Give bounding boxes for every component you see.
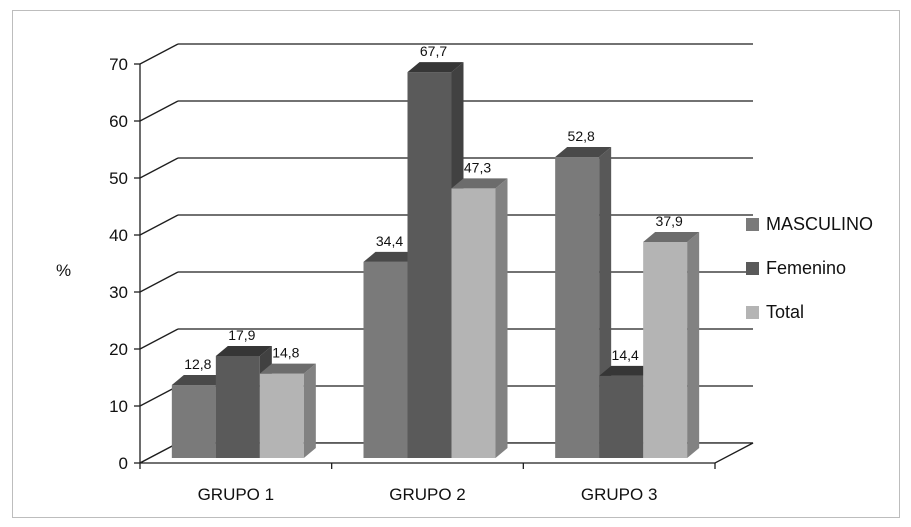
axes: 0 10 20 30 40 50 60 70 GRUPO 1 GRUPO 2 GRUPO 3 [109, 55, 716, 504]
data-label: 52,8 [568, 128, 595, 144]
x-tick-label: GRUPO 2 [389, 485, 466, 504]
gridline-depth [139, 328, 179, 350]
y-tick-label: 60 [109, 112, 128, 131]
legend: MASCULINO Femenino Total [746, 214, 873, 322]
data-label: 14,4 [612, 347, 639, 363]
legend-entry: MASCULINO [766, 214, 873, 234]
y-tick-label: 20 [109, 340, 128, 359]
legend-swatch [746, 218, 759, 231]
legend-swatch [746, 306, 759, 319]
y-tick-label: 10 [109, 397, 128, 416]
data-label: 47,3 [464, 159, 491, 175]
bar [259, 363, 316, 458]
legend-swatch [746, 262, 759, 275]
x-tick-label: GRUPO 1 [198, 485, 275, 504]
gridline-depth [139, 100, 179, 122]
data-label: 67,7 [420, 43, 447, 59]
bar [643, 231, 700, 458]
data-label: 34,4 [376, 233, 403, 249]
y-tick-label: 40 [109, 226, 128, 245]
data-label: 17,9 [228, 327, 255, 343]
y-tick-label: 0 [119, 454, 128, 473]
legend-entry: Total [766, 302, 804, 322]
data-label: 37,9 [656, 213, 683, 229]
gridline-depth [139, 271, 179, 293]
bar [451, 178, 508, 458]
data-label: 14,8 [272, 345, 299, 361]
y-tick-label: 50 [109, 169, 128, 188]
gridline-depth [139, 43, 179, 65]
y-tick-label: 70 [109, 55, 128, 74]
bars [171, 62, 700, 459]
gridline-depth [139, 157, 179, 179]
legend-entry: Femenino [766, 258, 846, 278]
data-label: 12,8 [184, 356, 211, 372]
y-axis-label: % [56, 261, 71, 280]
y-tick-label: 30 [109, 283, 128, 302]
gridline-depth [139, 385, 179, 407]
gridline-depth [139, 214, 179, 236]
data-labels: 12,8 17,9 14,8 34,4 67,7 47,3 52,8 14,4 37,9 [184, 43, 683, 372]
x-tick-label: GRUPO 3 [581, 485, 658, 504]
